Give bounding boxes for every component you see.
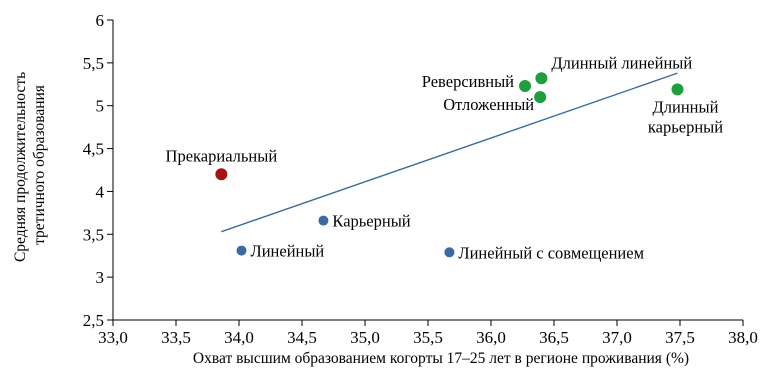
- point-label: Прекариальный: [166, 146, 278, 165]
- x-tick-label: 35,5: [413, 328, 443, 347]
- x-tick-label: 33,0: [98, 328, 128, 347]
- y-tick-label: 6: [96, 11, 105, 30]
- data-point: [519, 80, 532, 92]
- y-tick-label: 3: [96, 268, 105, 287]
- point-labels: Прекариальный Линейный Карьерный Линейный с…: [166, 53, 724, 262]
- y-ticks: 2,5 3 3,5 4 4,5 5 5,5 6: [83, 11, 113, 330]
- x-tick-label: 36,5: [539, 328, 569, 347]
- x-tick-label: 37,5: [665, 328, 695, 347]
- data-point: [318, 215, 329, 226]
- point-label-line: Прекариальный: [166, 146, 278, 165]
- y-tick-label: 5: [96, 97, 105, 116]
- y-tick-label: 2,5: [83, 311, 104, 330]
- point-label-line: Линейный: [251, 242, 325, 261]
- data-point: [444, 247, 455, 258]
- data-point: [534, 91, 547, 104]
- trend-line: [221, 72, 678, 233]
- data-point: [215, 168, 228, 181]
- point-label: Отложенный: [443, 95, 534, 114]
- data-points: [215, 72, 684, 258]
- point-label: Реверсивный: [422, 72, 514, 91]
- point-label-line: Реверсивный: [422, 72, 514, 91]
- point-label-line: Длинный линейный: [551, 53, 692, 72]
- x-ticks: 33,0 33,5 34,0 34,5 35,0 35,5 36,0 36,5 37,0 37,5…: [98, 320, 758, 347]
- y-axis-title: Средняя продолжительность третичного обр…: [12, 68, 48, 262]
- x-tick-label: 37,0: [602, 328, 632, 347]
- point-label-line: Отложенный: [443, 95, 534, 114]
- data-point: [236, 245, 247, 256]
- point-label: Карьерный: [332, 212, 410, 231]
- x-axis-title: Охват высшим образованием когорты 17–25 …: [193, 350, 689, 367]
- point-label: Длинный карьерный: [648, 97, 723, 136]
- x-tick-label: 38,0: [728, 328, 758, 347]
- point-label-line: Длинный: [653, 97, 719, 116]
- point-label: Линейный: [251, 242, 325, 261]
- y-tick-label: 5,5: [83, 54, 104, 73]
- point-label-line: Карьерный: [332, 212, 410, 231]
- point-label-line: Линейный с совмещением: [458, 243, 644, 262]
- y-axis-title-line-2: третичного образования: [31, 85, 48, 245]
- y-axis-title-line-1: Средняя продолжительность: [12, 72, 29, 262]
- point-label: Линейный с совмещением: [458, 243, 644, 262]
- point-label: Длинный линейный: [551, 53, 692, 72]
- data-point: [535, 72, 548, 85]
- x-tick-label: 34,0: [224, 328, 254, 347]
- data-point: [671, 83, 684, 96]
- x-tick-label: 33,5: [161, 328, 191, 347]
- y-tick-label: 4: [96, 182, 105, 201]
- y-tick-label: 4,5: [83, 140, 104, 159]
- y-tick-label: 3,5: [83, 225, 104, 244]
- point-label-line: карьерный: [648, 117, 723, 136]
- x-tick-label: 35,0: [350, 328, 380, 347]
- x-tick-label: 36,0: [476, 328, 506, 347]
- x-tick-label: 34,5: [287, 328, 317, 347]
